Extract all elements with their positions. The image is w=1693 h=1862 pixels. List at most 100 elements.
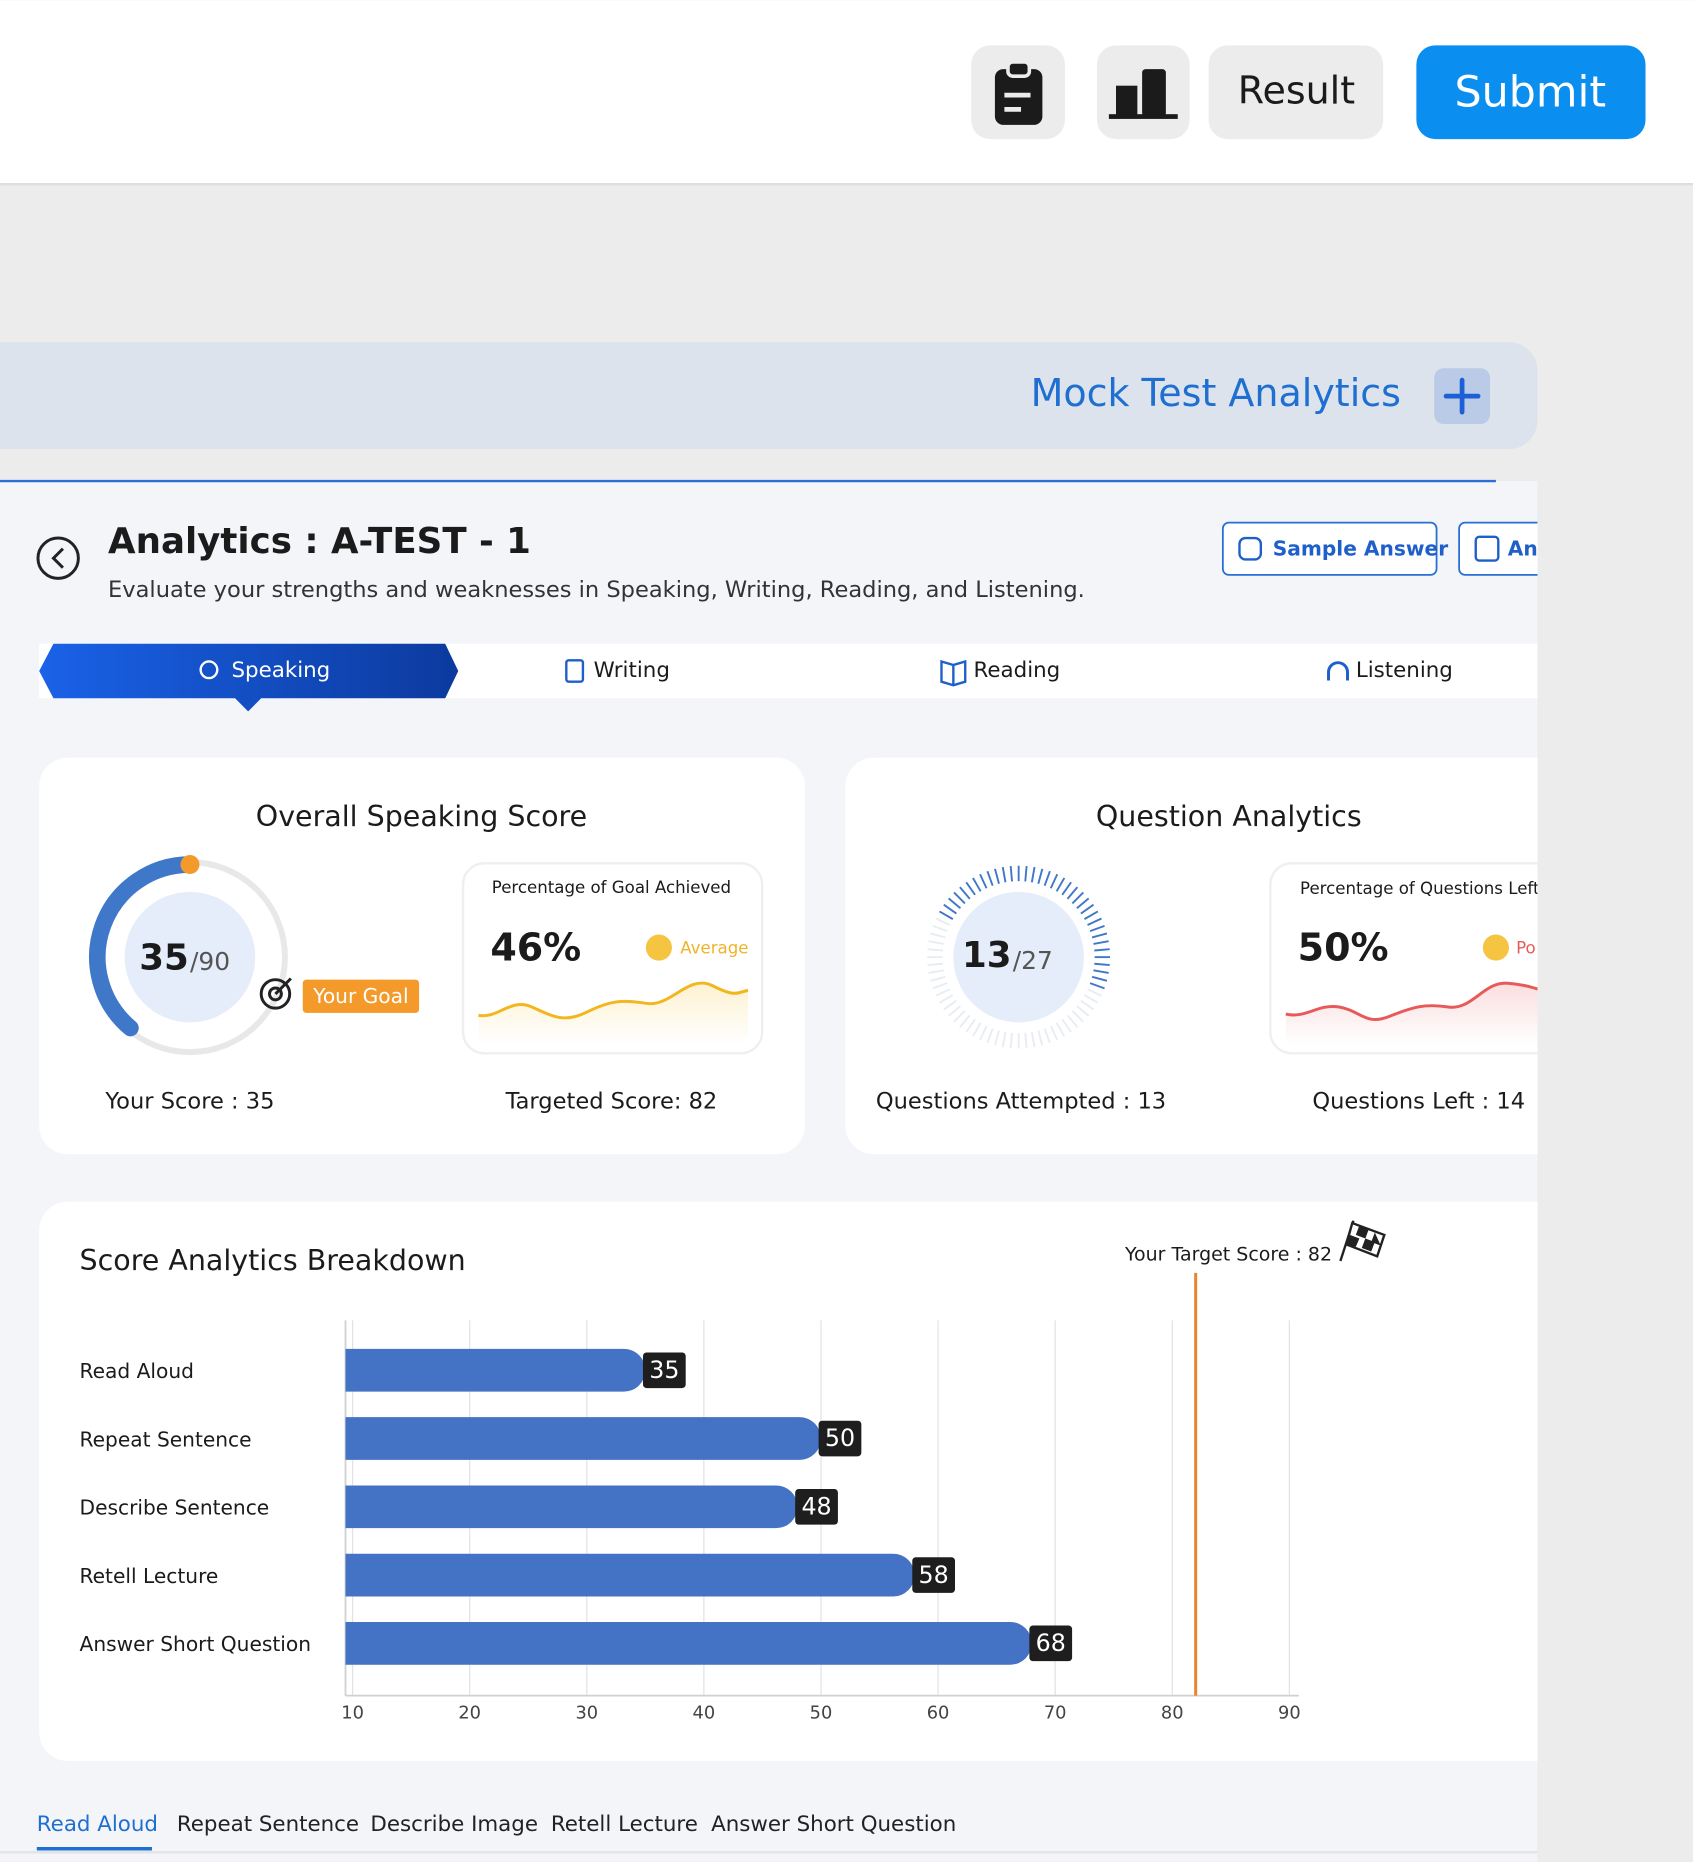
- tab-label[interactable]: Writing: [594, 658, 670, 683]
- submit-button[interactable]: Submit: [1416, 45, 1646, 140]
- tab-label[interactable]: Speaking: [232, 658, 331, 683]
- sample-answer-button[interactable]: Sample Answer: [1221, 521, 1448, 576]
- plus-icon: [1443, 377, 1481, 415]
- bar-icon-base: [1108, 114, 1178, 119]
- dial-tick: [1030, 1031, 1036, 1048]
- attempted-label: Questions Attempted : 13: [876, 1088, 1166, 1114]
- active-tab[interactable]: [39, 643, 459, 712]
- x-tick-label: 20: [458, 1702, 481, 1723]
- tab-label[interactable]: Listening: [1356, 658, 1453, 683]
- back-button[interactable]: [36, 536, 80, 580]
- y-tick-label: Read Aloud: [80, 1359, 194, 1383]
- goal-percent: 46%: [490, 925, 581, 969]
- question-tab[interactable]: Describe Image: [370, 1812, 538, 1837]
- bar: [345, 1621, 1032, 1665]
- dial-tick: [1055, 877, 1066, 892]
- dial-tick: [1091, 932, 1108, 939]
- value-label: 68: [1036, 1629, 1066, 1657]
- value-label: 50: [825, 1424, 855, 1452]
- expand-button[interactable]: [1434, 368, 1490, 425]
- sparkline-fill: [478, 983, 748, 1045]
- writing-icon: [565, 659, 585, 683]
- dial-tick: [1066, 1014, 1079, 1028]
- value-label-bg: [818, 1420, 862, 1457]
- page-subtitle: Evaluate your strengths and weaknesses i…: [108, 577, 1085, 603]
- button-icon: [1474, 535, 1500, 562]
- x-tick-label: 40: [693, 1702, 716, 1723]
- score-max: /90: [190, 947, 230, 976]
- dial-tick: [932, 982, 948, 990]
- card-title: Question Analytics: [1096, 800, 1362, 833]
- dial-tick: [1024, 1032, 1028, 1049]
- target-ring: [268, 986, 283, 1002]
- left-card-title: Percentage of Questions Left: [1300, 879, 1540, 898]
- breakdown-card: [39, 1201, 1538, 1761]
- dial-tick: [994, 868, 1000, 884]
- x-tick-label: 60: [927, 1702, 950, 1723]
- clipboard-button[interactable]: [971, 45, 1065, 140]
- dial-tick: [1066, 886, 1079, 900]
- rating-label: Average: [680, 938, 748, 957]
- total-value: /27: [1013, 946, 1053, 975]
- dial-tick: [1001, 866, 1007, 883]
- goal-tag-label: Your Goal: [312, 984, 408, 1008]
- dial-tick: [928, 969, 944, 974]
- dial-tick: [1009, 865, 1013, 882]
- dial-tick: [928, 940, 944, 945]
- dial-tick: [965, 881, 976, 896]
- dial-tick: [1080, 903, 1095, 915]
- rating-emoji: [645, 934, 672, 961]
- dial-tick: [1083, 910, 1099, 920]
- dial-tick: [1001, 1031, 1007, 1048]
- x-tick-label: 80: [1161, 1702, 1184, 1723]
- dial-tick: [943, 903, 957, 915]
- targeted-score: Targeted Score: 82: [505, 1088, 718, 1114]
- x-tick-label: 70: [1044, 1702, 1067, 1723]
- bar-chart: 10 20 30 40 50 60 70 80 90 Read Aloud 35 Repeat Sen…: [80, 1272, 1301, 1723]
- y-tick-label: Answer Short Question: [80, 1632, 311, 1656]
- card-title: Overall Speaking Score: [256, 800, 587, 833]
- question-tab[interactable]: Retell Lecture: [551, 1812, 698, 1837]
- x-tick-label: 30: [575, 1702, 598, 1723]
- dial-tick: [986, 870, 994, 887]
- bar: [345, 1553, 915, 1597]
- dial-tick: [953, 1010, 966, 1023]
- question-tab[interactable]: Answer Short Question: [711, 1812, 956, 1837]
- left-label: Questions Left : 14: [1312, 1088, 1525, 1114]
- sparkline: [1285, 981, 1538, 1021]
- dial-tick: [927, 948, 944, 952]
- ranking-button[interactable]: [1097, 45, 1190, 140]
- bar: [345, 1348, 646, 1392]
- dial-tick: [939, 910, 954, 920]
- back-circle: [36, 536, 80, 580]
- tab-label[interactable]: Reading: [974, 658, 1061, 683]
- dial-tick: [1076, 897, 1090, 910]
- dial-tick: [994, 1030, 1000, 1046]
- y-tick-label: Describe Sentence: [80, 1496, 270, 1520]
- banner: [0, 342, 1538, 449]
- x-tick-label: 90: [1278, 1702, 1301, 1723]
- attempted-value: 13: [962, 935, 1012, 976]
- rating-emoji: [1482, 934, 1509, 961]
- dial-tick: [979, 873, 988, 889]
- bar: [345, 1485, 798, 1529]
- back-chevron: [51, 547, 64, 569]
- dial-tick: [948, 897, 962, 910]
- dial-tick: [1094, 948, 1110, 952]
- bar-icon: [1116, 85, 1138, 117]
- value-label-bg: [1029, 1625, 1073, 1662]
- question-tab[interactable]: Repeat Sentence: [177, 1812, 359, 1837]
- button-icon: [1238, 536, 1263, 561]
- dial-tick: [930, 975, 946, 982]
- rating-label: Po: [1516, 938, 1536, 957]
- dial-tick: [1089, 924, 1105, 933]
- target-icon: [259, 977, 292, 1010]
- question-tab[interactable]: Read Aloud: [37, 1812, 158, 1837]
- dial-tick: [1076, 1005, 1090, 1017]
- result-button[interactable]: Result: [1208, 45, 1384, 140]
- mic-icon: [199, 660, 219, 680]
- analysis-button[interactable]: Ana: [1458, 521, 1625, 576]
- question-card: [845, 757, 1538, 1155]
